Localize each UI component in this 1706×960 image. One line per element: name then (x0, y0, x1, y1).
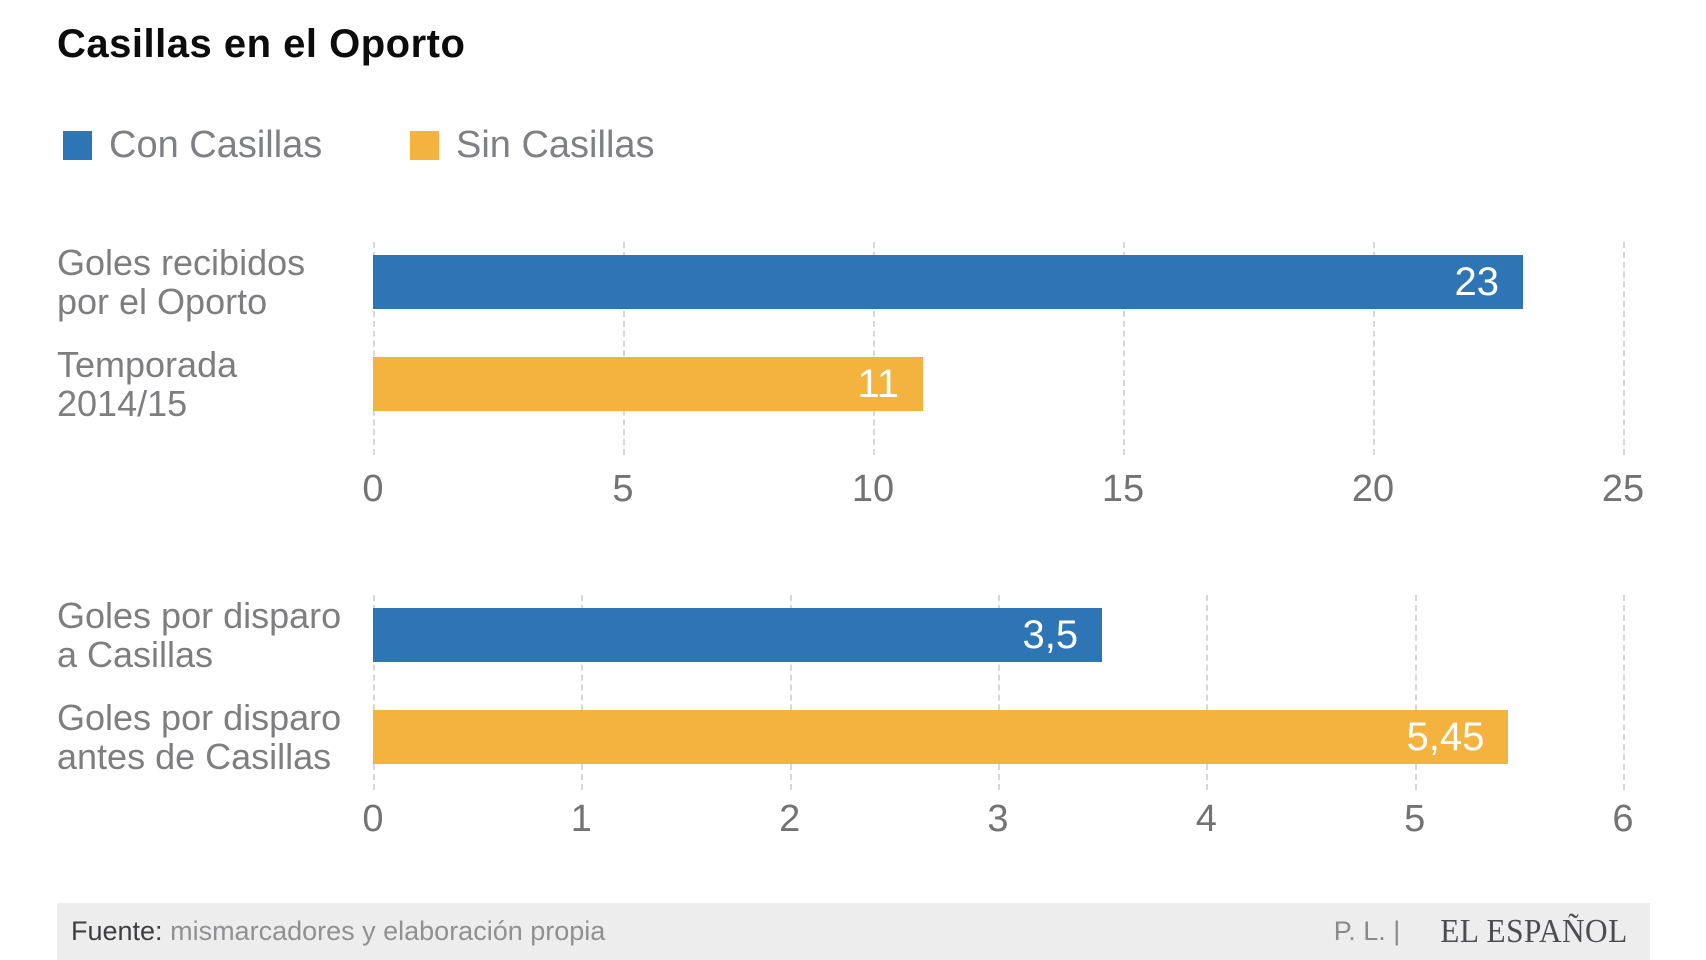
chart-title: Casillas en el Oporto (57, 22, 466, 66)
x-axis-tick-label: 15 (1101, 468, 1145, 510)
bar-value-label: 11 (857, 361, 899, 406)
gridline (623, 242, 625, 455)
category-label: Goles recibidos por el Oporto (57, 243, 305, 321)
x-axis-tick-label: 1 (570, 798, 592, 840)
category-label-line: a Casillas (57, 634, 214, 675)
x-axis-tick-label: 10 (851, 468, 895, 510)
legend-swatch-yellow (410, 131, 439, 160)
category-label-line: 2014/15 (57, 383, 188, 424)
bar-value-label: 3,5 (1022, 612, 1079, 657)
x-axis-tick-label: 6 (1612, 798, 1634, 840)
category-label-line: por el Oporto (57, 281, 268, 322)
author-initials: P. L. | (1333, 916, 1401, 946)
x-axis-tick-label: 2 (779, 798, 801, 840)
source-credit: Fuente: mismarcadores y elaboración prop… (71, 916, 605, 947)
source-label: Fuente: (71, 916, 163, 946)
bar-sin-casillas: 5,45 (373, 710, 1509, 764)
x-axis-tick-label: 5 (1404, 798, 1426, 840)
category-label: Goles por disparo a Casillas (57, 596, 341, 674)
x-axis-tick-label: 0 (362, 468, 384, 510)
bar-con-casillas: 23 (373, 255, 1523, 309)
gridline (373, 242, 375, 455)
category-label-line: antes de Casillas (57, 736, 332, 777)
category-label-line: Goles por disparo (57, 595, 342, 636)
gridline (1623, 242, 1625, 455)
bar-con-casillas: 3,5 (373, 608, 1103, 662)
category-label-line: Goles recibidos (57, 242, 306, 283)
x-axis-tick-label: 4 (1195, 798, 1217, 840)
x-axis-tick-label: 5 (612, 468, 634, 510)
gridline (1206, 595, 1209, 790)
x-axis-tick-label: 25 (1601, 468, 1645, 510)
legend-item-con-casillas: Con Casillas (63, 124, 322, 167)
gridline (1123, 242, 1125, 455)
bar-value-label: 5,45 (1406, 714, 1485, 759)
gridline (873, 242, 875, 455)
brand-logo: EL ESPAÑOL (1440, 912, 1628, 950)
author-brand: P. L. | EL ESPAÑOL (1334, 913, 1628, 951)
legend-swatch-blue (63, 131, 92, 160)
footer-bar: Fuente: mismarcadores y elaboración prop… (57, 903, 1650, 960)
legend-label: Sin Casillas (456, 124, 655, 166)
category-label-line: Temporada (57, 344, 238, 385)
bar-value-label: 23 (1454, 259, 1500, 304)
source-text: mismarcadores y elaboración propia (170, 916, 606, 946)
bar-sin-casillas: 11 (373, 357, 923, 411)
legend-item-sin-casillas: Sin Casillas (410, 124, 655, 167)
legend-label: Con Casillas (109, 124, 323, 166)
gridline (581, 595, 584, 790)
gridline (1373, 242, 1375, 455)
x-axis-tick-label: 3 (987, 798, 1009, 840)
gridline (1414, 595, 1417, 790)
gridline (373, 595, 375, 790)
category-label: Goles por disparo antes de Casillas (57, 698, 341, 776)
x-axis-tick-label: 20 (1351, 468, 1395, 510)
gridline (789, 595, 792, 790)
category-label: Temporada 2014/15 (57, 345, 237, 423)
x-axis-tick-label: 0 (362, 798, 384, 840)
gridline (1623, 595, 1625, 790)
gridline (998, 595, 1000, 790)
category-label-line: Goles por disparo (57, 697, 342, 738)
